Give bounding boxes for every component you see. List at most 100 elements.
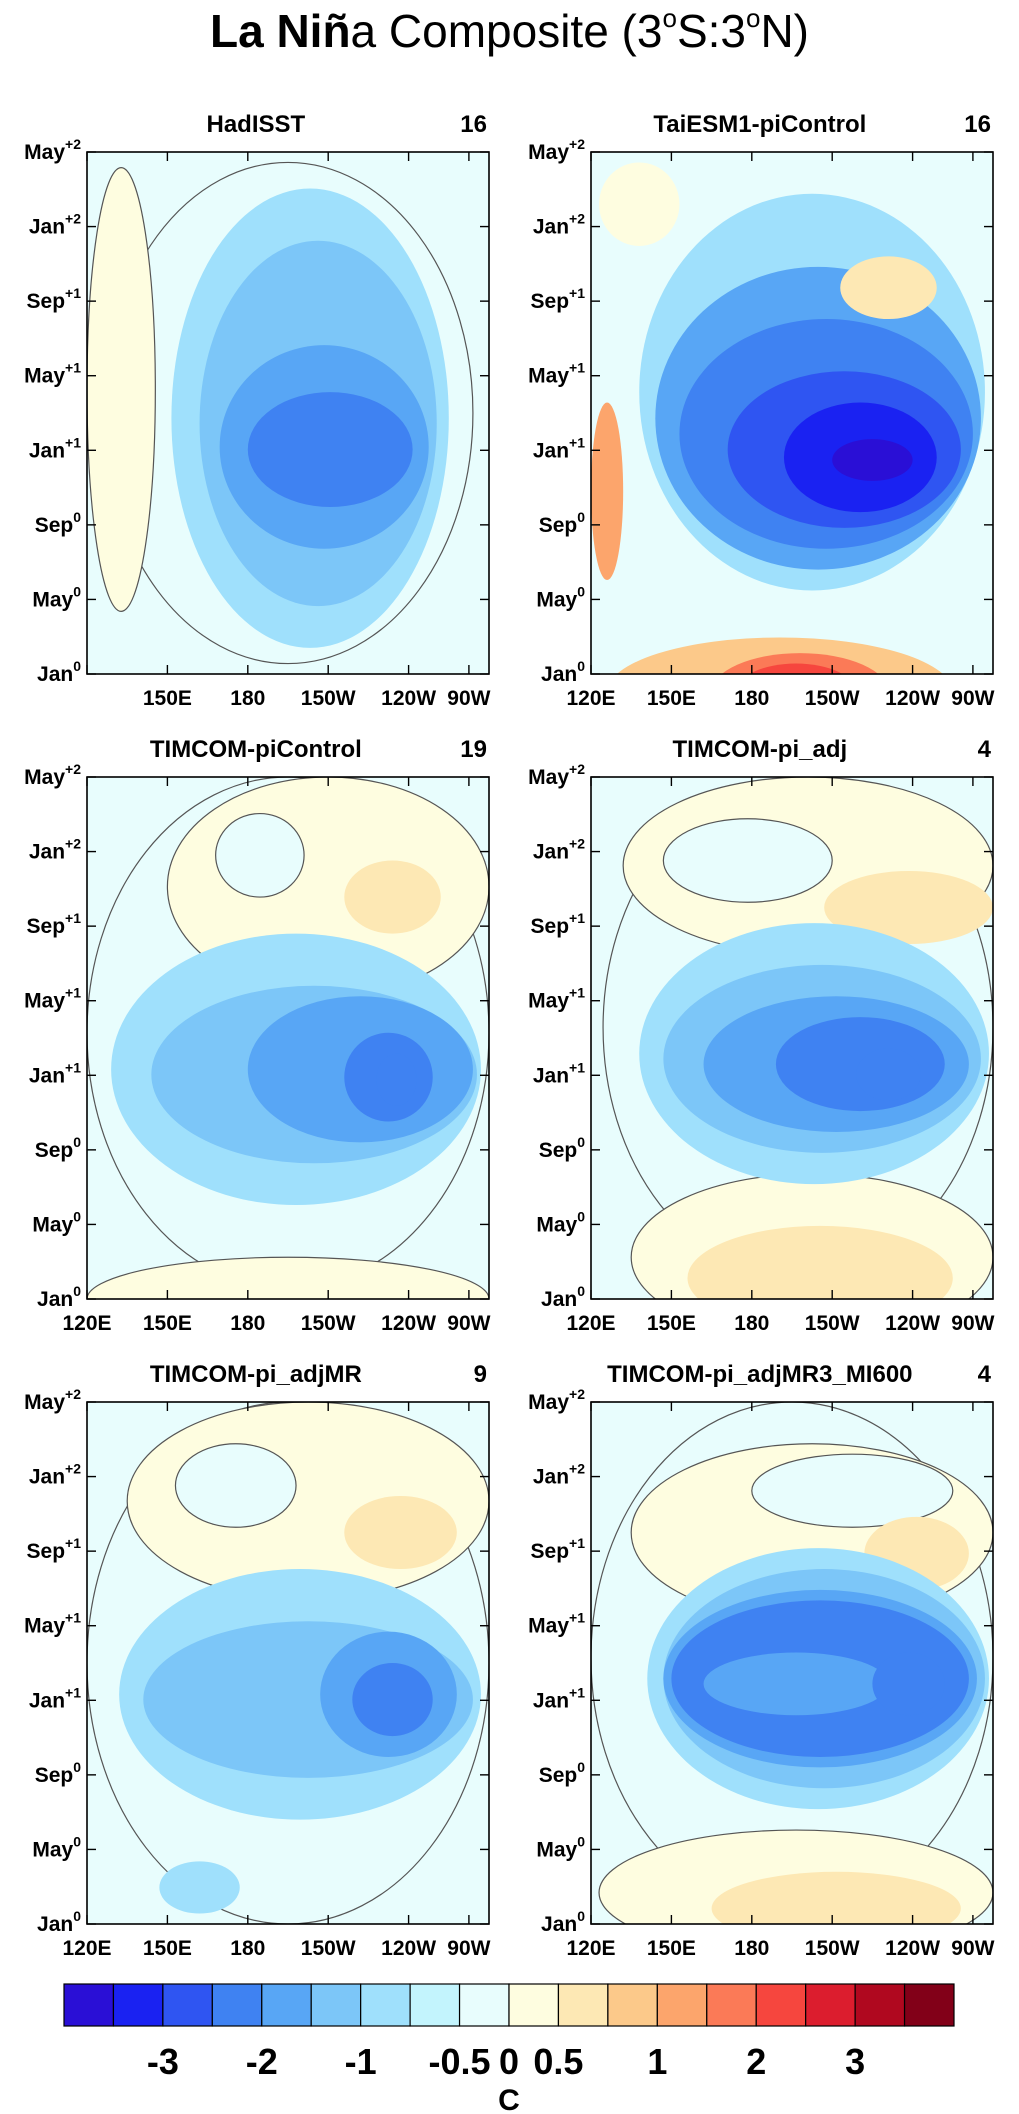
y-tick-label: May0 <box>32 1208 81 1236</box>
contour-region <box>591 402 624 581</box>
y-tick-month: May <box>528 141 569 164</box>
y-tick-month: Jan <box>37 1288 73 1311</box>
y-tick-label: Jan0 <box>37 1283 81 1311</box>
y-tick-sup: +1 <box>65 985 81 1001</box>
colorbar-box <box>755 1983 807 2027</box>
y-tick-sup: +1 <box>65 434 81 450</box>
y-tick-label: May0 <box>536 1208 585 1236</box>
y-tick-sup: +2 <box>569 136 585 152</box>
y-tick-sup: 0 <box>577 1759 585 1775</box>
colorbar-label: 0 <box>499 2041 519 2082</box>
y-tick-label: Sep0 <box>539 1759 586 1787</box>
y-tick-label: Jan0 <box>37 658 81 686</box>
x-tick-label: 120E <box>566 687 615 710</box>
y-tick-label: Jan+2 <box>533 211 585 239</box>
y-tick-month: May <box>24 365 65 388</box>
colorbar-label: 3 <box>845 2041 865 2082</box>
contour-region <box>687 1225 953 1299</box>
y-tick-sup: +1 <box>65 910 81 926</box>
y-tick-month: Sep <box>531 915 570 938</box>
y-tick-label: May+2 <box>528 761 585 789</box>
y-tick-month: May <box>536 1213 577 1236</box>
y-tick-label: Jan+1 <box>533 1059 585 1087</box>
x-tick-label: 120E <box>566 1937 615 1960</box>
y-tick-month: May <box>536 588 577 611</box>
figure-title-part-1: a Composite (3 <box>350 5 663 57</box>
y-tick-month: Sep <box>27 915 66 938</box>
figure-title-part-2: S:3 <box>676 5 746 57</box>
contour-region <box>87 1256 489 1299</box>
colorbar-label: 2 <box>746 2041 766 2082</box>
y-tick-sup: 0 <box>73 1908 81 1924</box>
plot-area <box>87 777 489 1299</box>
contour-region <box>174 1443 297 1528</box>
y-tick-sup: +2 <box>65 761 81 777</box>
x-tick-label: 90W <box>951 1312 994 1335</box>
y-tick-label: May+2 <box>528 136 585 164</box>
x-tick-label: 180 <box>230 1312 265 1335</box>
y-tick-sup: +2 <box>65 1461 81 1477</box>
y-tick-label: Jan0 <box>541 1908 585 1936</box>
panel-count: 16 <box>460 111 487 138</box>
y-tick-label: Sep+1 <box>531 285 586 313</box>
y-tick-label: Jan+1 <box>533 1684 585 1712</box>
y-tick-label: Jan0 <box>37 1908 81 1936</box>
colorbar-box <box>903 1983 955 2027</box>
colorbar-label: 0.5 <box>533 2041 583 2082</box>
y-tick-sup: 0 <box>73 1208 81 1224</box>
panel-5: Jan0May0Sep0Jan+1May+1Sep+1Jan+2May+2120… <box>24 1361 490 1960</box>
y-tick-sup: 0 <box>577 583 585 599</box>
y-tick-month: Jan <box>541 1288 577 1311</box>
y-tick-label: May+1 <box>528 1610 585 1638</box>
y-tick-sup: +1 <box>65 360 81 376</box>
y-tick-sup: +1 <box>569 1610 585 1626</box>
contour-region <box>872 1652 945 1716</box>
colorbar-label: -1 <box>345 2041 377 2082</box>
y-tick-month: May <box>528 365 569 388</box>
y-tick-label: Sep+1 <box>27 1535 82 1563</box>
panel-count: 4 <box>978 736 992 763</box>
x-tick-label: 120W <box>381 687 436 710</box>
panel-count: 16 <box>964 111 991 138</box>
y-tick-month: Jan <box>37 663 73 686</box>
panel-title: TIMCOM-pi_adj <box>673 736 848 763</box>
y-tick-sup: 0 <box>73 583 81 599</box>
y-tick-label: May0 <box>32 1833 81 1861</box>
colorbar-label: 1 <box>647 2041 667 2082</box>
y-tick-sup: 0 <box>73 1759 81 1775</box>
y-tick-sup: +2 <box>65 211 81 227</box>
y-tick-label: Sep0 <box>35 1759 82 1787</box>
x-tick-label: 90W <box>447 1937 490 1960</box>
y-tick-label: Jan+1 <box>29 434 81 462</box>
y-tick-label: May0 <box>536 1833 585 1861</box>
x-tick-label: 120W <box>885 1312 940 1335</box>
y-tick-sup: +1 <box>569 1535 585 1551</box>
y-tick-sup: +1 <box>65 1684 81 1700</box>
y-tick-sup: 0 <box>577 509 585 525</box>
y-tick-month: Sep <box>35 514 74 537</box>
y-tick-label: Sep+1 <box>27 285 82 313</box>
y-tick-sup: 0 <box>73 509 81 525</box>
colorbar-box <box>607 1983 658 2027</box>
x-tick-label: 120W <box>885 1937 940 1960</box>
y-tick-sup: 0 <box>73 658 81 674</box>
panel-3: Jan0May0Sep0Jan+1May+1Sep+1Jan+2May+2120… <box>24 736 490 1335</box>
contour-region <box>662 818 833 903</box>
plot-area <box>591 152 993 674</box>
y-tick-month: Jan <box>533 439 569 462</box>
x-tick-label: 120E <box>62 1312 111 1335</box>
y-tick-sup: +2 <box>569 761 585 777</box>
y-tick-month: May <box>24 766 65 789</box>
y-tick-sup: +1 <box>569 434 585 450</box>
y-tick-month: May <box>32 1838 73 1861</box>
y-tick-label: Sep+1 <box>531 910 586 938</box>
y-tick-label: May+2 <box>24 136 81 164</box>
y-tick-sup: 0 <box>577 1283 585 1299</box>
y-tick-month: Sep <box>539 1139 578 1162</box>
y-tick-sup: 0 <box>577 1208 585 1224</box>
y-tick-month: May <box>24 990 65 1013</box>
y-tick-month: May <box>528 766 569 789</box>
contour-region <box>247 392 413 507</box>
y-tick-label: May+1 <box>24 985 81 1013</box>
x-tick-label: 90W <box>447 1312 490 1335</box>
